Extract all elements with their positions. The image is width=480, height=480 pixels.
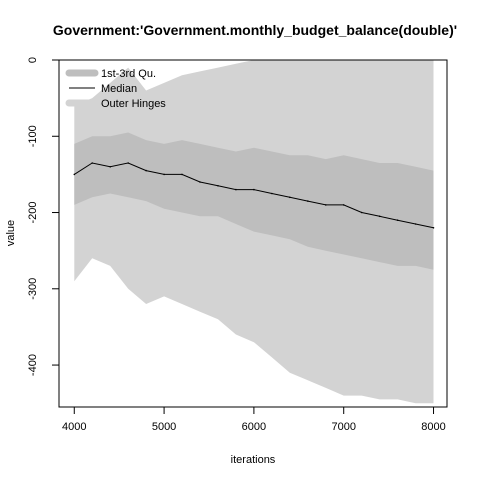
legend-label-quartile: 1st-3rd Qu.: [101, 68, 156, 80]
median-point: [235, 188, 237, 191]
median-point: [360, 211, 363, 214]
legend-label-outer-hinges: Outer Hinges: [101, 98, 166, 110]
chart-title: Government:'Government.monthly_budget_ba…: [53, 22, 457, 38]
y-tick-label: -400: [27, 354, 39, 376]
x-axis: 4000 5000 6000 7000 8000: [62, 406, 446, 433]
x-tick-label: 4000: [62, 421, 86, 433]
x-tick-label: 5000: [152, 421, 176, 433]
x-axis-label: iterations: [231, 454, 276, 466]
median-point: [325, 204, 327, 206]
legend-label-median: Median: [101, 83, 137, 95]
x-tick-label: 8000: [421, 421, 445, 433]
y-tick-label: -300: [27, 278, 39, 300]
x-tick-label: 6000: [242, 421, 266, 433]
median-point: [145, 169, 147, 172]
median-point: [432, 227, 435, 229]
legend-item-outer-hinges: Outer Hinges: [65, 98, 166, 110]
median-point: [109, 166, 111, 168]
median-point: [181, 173, 183, 176]
median-point: [163, 173, 165, 176]
y-tick-label: 0: [27, 57, 39, 63]
median-point: [199, 181, 201, 183]
median-point: [289, 196, 291, 199]
median-point: [271, 192, 273, 195]
median-point: [73, 173, 76, 176]
median-line-layer: [73, 162, 435, 229]
median-point: [91, 162, 93, 164]
y-tick-label: -200: [27, 202, 39, 224]
x-tick-label: 7000: [331, 421, 355, 433]
quartile-band-layer: [74, 132, 434, 270]
legend-item-median: Median: [69, 83, 137, 95]
median-point: [396, 219, 399, 221]
median-point: [342, 204, 345, 206]
y-axis-label: value: [5, 220, 17, 246]
median-point: [307, 200, 309, 202]
median-point: [414, 223, 417, 225]
legend: 1st-3rd Qu. Median Outer Hinges: [65, 68, 166, 110]
quartile-band: [74, 132, 434, 270]
legend-item-quartile: 1st-3rd Qu.: [65, 68, 156, 80]
median-point: [378, 215, 381, 218]
plot-area: [73, 60, 435, 404]
median-point: [127, 162, 129, 164]
median-point: [253, 188, 255, 191]
y-tick-label: -100: [27, 125, 39, 147]
median-point: [217, 185, 219, 187]
y-axis: 0 -100 -200 -300 -400: [27, 57, 60, 376]
